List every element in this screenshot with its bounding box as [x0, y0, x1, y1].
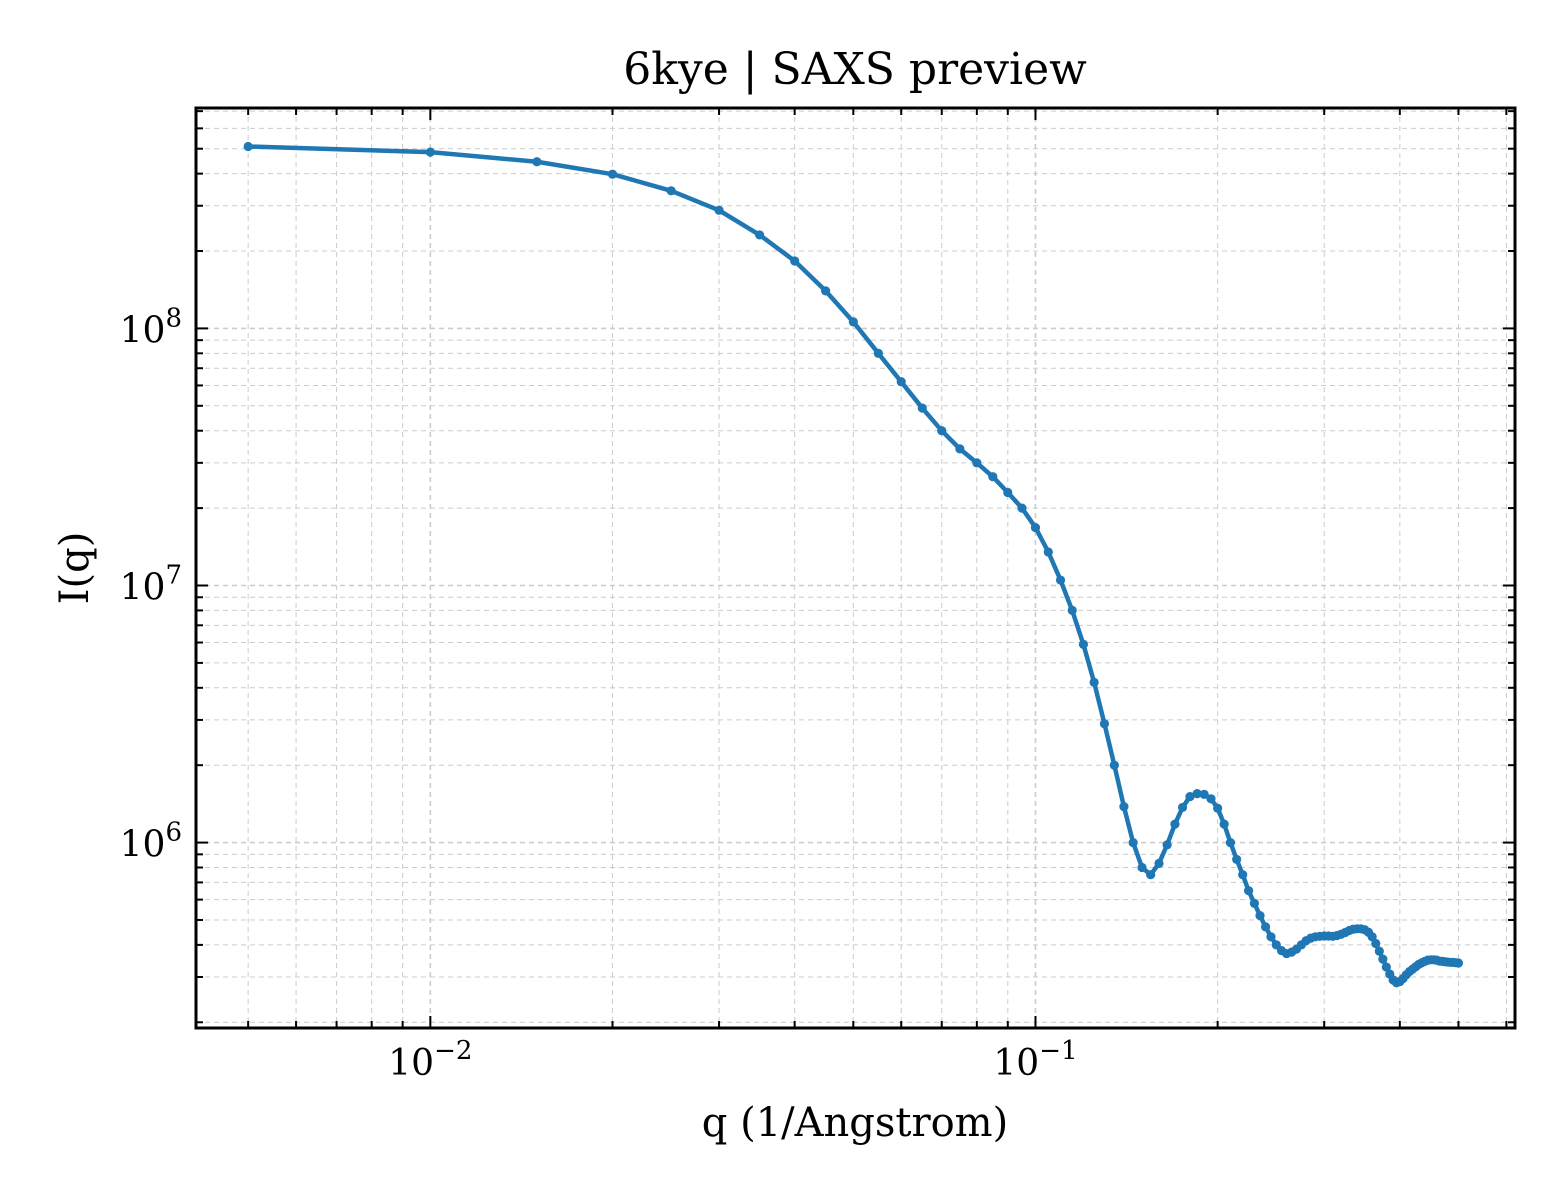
data-point — [1177, 802, 1188, 813]
data-point — [955, 444, 965, 454]
data-point — [1249, 898, 1259, 908]
data-point — [1219, 819, 1229, 829]
data-point — [1089, 677, 1099, 687]
data-point — [1099, 719, 1110, 729]
data-point — [1244, 886, 1254, 896]
data-point — [1260, 922, 1271, 932]
data-point — [937, 426, 947, 436]
data-point — [821, 286, 831, 296]
data-point — [1238, 870, 1248, 880]
data-point — [1003, 487, 1013, 498]
data-point — [896, 377, 906, 387]
data-point — [917, 403, 927, 413]
x-axis-label: q (1/Angstrom) — [702, 1100, 1008, 1146]
data-point — [1378, 954, 1388, 964]
data-point — [873, 348, 883, 358]
data-point — [790, 256, 800, 266]
y-tick-label: 107 — [120, 560, 182, 608]
data-point — [1170, 819, 1180, 829]
data-point — [1374, 946, 1384, 956]
data-point — [1255, 910, 1265, 921]
data-point — [1381, 962, 1391, 972]
data-point — [754, 230, 765, 240]
data-point — [1192, 789, 1202, 799]
data-point — [1232, 854, 1242, 865]
data-point — [1154, 858, 1164, 868]
data-point — [532, 157, 542, 167]
y-tick-labels: 106 107 108 — [120, 303, 182, 865]
data-point — [1078, 639, 1088, 650]
data-series — [243, 141, 1464, 988]
y-tick-label: 106 — [120, 818, 182, 866]
data-point — [988, 472, 998, 482]
data-point — [1266, 932, 1276, 942]
data-point — [1185, 791, 1195, 802]
data-point — [1162, 840, 1172, 850]
data-point — [1213, 803, 1223, 813]
data-point — [1043, 547, 1053, 557]
chart-title: 6kye | SAXS preview — [623, 44, 1087, 95]
data-point — [1225, 837, 1236, 848]
data-point — [714, 205, 724, 215]
y-tick-label: 108 — [120, 303, 182, 351]
data-point — [1119, 802, 1129, 812]
y-axis-label: I(q) — [52, 532, 98, 605]
data-point — [243, 141, 253, 152]
data-point — [1067, 605, 1077, 616]
data-point — [1137, 862, 1147, 873]
data-point — [1371, 938, 1381, 949]
data-point — [1109, 760, 1119, 770]
data-point — [1128, 837, 1138, 848]
data-point — [972, 458, 982, 468]
x-tick-label: 10−1 — [993, 1036, 1077, 1084]
data-point — [666, 186, 676, 196]
plot-frame — [194, 106, 1517, 1030]
data-point — [1146, 870, 1156, 880]
data-point — [1199, 789, 1209, 799]
data-point — [607, 169, 618, 179]
data-point — [1017, 503, 1027, 513]
data-point — [1055, 575, 1066, 585]
x-tick-label: 10−2 — [388, 1036, 472, 1084]
x-tick-labels: 10−2 10−1 — [388, 1036, 1077, 1084]
data-point — [425, 147, 435, 157]
data-point — [848, 317, 858, 327]
data-point — [1030, 522, 1041, 533]
data-point — [1206, 794, 1216, 804]
data-point — [1453, 958, 1464, 968]
